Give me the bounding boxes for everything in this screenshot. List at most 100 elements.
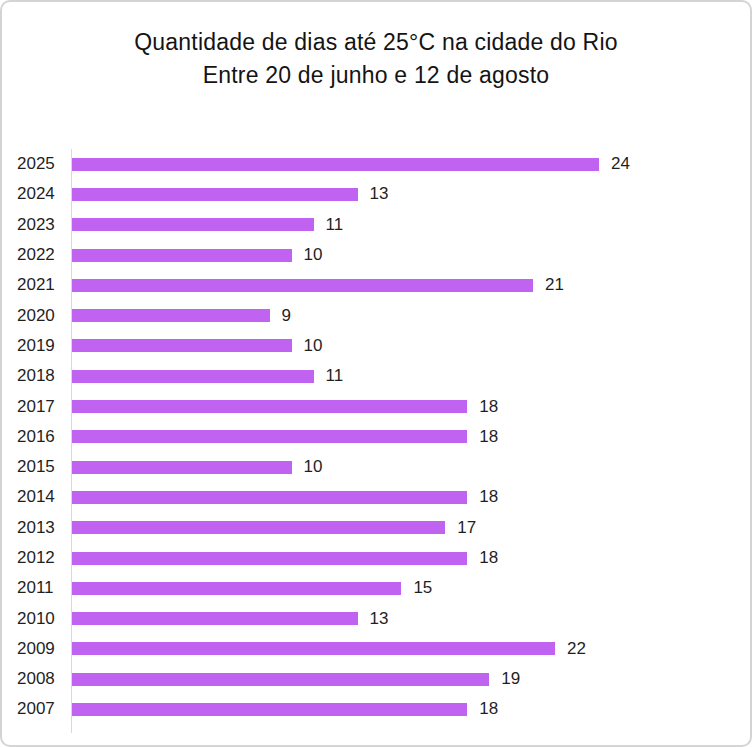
y-axis-label: 2010 bbox=[2, 609, 71, 629]
bar-track: 18 bbox=[71, 694, 750, 724]
bar-track: 21 bbox=[71, 270, 750, 300]
plot-area: 2025 24 2024 13 2023 11 2022 10 2021 21 2020 9 20191… bbox=[2, 149, 750, 733]
bar bbox=[72, 370, 314, 383]
data-label: 17 bbox=[457, 518, 476, 538]
y-axis-label: 2023 bbox=[2, 215, 71, 235]
bar-track: 18 bbox=[71, 391, 750, 421]
data-label: 24 bbox=[611, 154, 630, 174]
bar-track: 18 bbox=[71, 543, 750, 573]
y-axis-label: 2007 bbox=[2, 699, 71, 719]
bar-track: 10 bbox=[71, 240, 750, 270]
y-axis-label: 2011 bbox=[2, 578, 71, 598]
bar-row: 2017 18 bbox=[2, 391, 750, 421]
y-axis-label: 2017 bbox=[2, 397, 71, 417]
bar-track: 22 bbox=[71, 634, 750, 664]
bar bbox=[72, 703, 467, 716]
bar-row: 2020 9 bbox=[2, 300, 750, 330]
bar-row: 201910 bbox=[2, 331, 750, 361]
bar-track: 18 bbox=[71, 422, 750, 452]
bar-track: 13 bbox=[71, 603, 750, 633]
bar-row: 2023 11 bbox=[2, 210, 750, 240]
bar-track: 11 bbox=[71, 210, 750, 240]
y-axis-label: 2015 bbox=[2, 457, 71, 477]
bar-track: 15 bbox=[71, 573, 750, 603]
y-axis-label: 2016 bbox=[2, 427, 71, 447]
bar bbox=[72, 309, 270, 322]
bar-track: 18 bbox=[71, 482, 750, 512]
bar-row: 2018 11 bbox=[2, 361, 750, 391]
data-label: 18 bbox=[479, 397, 498, 417]
bar-row: 2024 13 bbox=[2, 179, 750, 209]
bar-row: 2016 18 bbox=[2, 422, 750, 452]
bar-row: 2008 19 bbox=[2, 664, 750, 694]
data-label: 11 bbox=[326, 215, 344, 235]
data-label: 13 bbox=[370, 609, 389, 629]
bar bbox=[72, 642, 555, 655]
bar-row: 2014 18 bbox=[2, 482, 750, 512]
y-axis-label: 2022 bbox=[2, 245, 71, 265]
y-axis-label: 2021 bbox=[2, 275, 71, 295]
y-axis-label: 2008 bbox=[2, 669, 71, 689]
bar-track: 13 bbox=[71, 179, 750, 209]
y-axis-label: 2013 bbox=[2, 518, 71, 538]
bar bbox=[72, 552, 467, 565]
bar-row: 200922 bbox=[2, 634, 750, 664]
bar bbox=[72, 218, 314, 231]
data-label: 18 bbox=[479, 699, 498, 719]
bar bbox=[72, 279, 533, 292]
bar bbox=[72, 339, 292, 352]
data-label: 15 bbox=[413, 578, 432, 598]
bar bbox=[72, 249, 292, 262]
chart-title-line1: Quantidade de dias até 25°C na cidade do… bbox=[2, 26, 750, 59]
bar-row: 2011 15 bbox=[2, 573, 750, 603]
data-label: 19 bbox=[501, 669, 520, 689]
data-label: 11 bbox=[326, 366, 344, 386]
bar bbox=[72, 491, 467, 504]
bar-row: 2025 24 bbox=[2, 149, 750, 179]
chart-screenshot: Quantidade de dias até 25°C na cidade do… bbox=[0, 0, 752, 747]
bar-row: 2015 10 bbox=[2, 452, 750, 482]
y-axis-label: 2024 bbox=[2, 184, 71, 204]
chart-title: Quantidade de dias até 25°C na cidade do… bbox=[2, 2, 750, 92]
bar-row: 2010 13 bbox=[2, 603, 750, 633]
bar-row: 2012 18 bbox=[2, 543, 750, 573]
data-label: 10 bbox=[304, 457, 323, 477]
bar bbox=[72, 582, 401, 595]
bar-row: 2022 10 bbox=[2, 240, 750, 270]
data-label: 18 bbox=[479, 487, 498, 507]
data-label: 13 bbox=[370, 184, 389, 204]
data-label: 10 bbox=[304, 336, 323, 356]
y-axis-label: 2009 bbox=[2, 639, 71, 659]
bar-track: 19 bbox=[71, 664, 750, 694]
bar-track: 10 bbox=[71, 452, 750, 482]
bar bbox=[72, 430, 467, 443]
data-label: 10 bbox=[304, 245, 323, 265]
y-axis-label: 2020 bbox=[2, 306, 71, 326]
bar-row: 2007 18 bbox=[2, 694, 750, 724]
y-axis-label: 2025 bbox=[2, 154, 71, 174]
bar-rows: 2025 24 2024 13 2023 11 2022 10 2021 21 2020 9 20191… bbox=[2, 149, 750, 725]
bar bbox=[72, 461, 292, 474]
data-label: 9 bbox=[282, 306, 291, 326]
bar-row: 2013 17 bbox=[2, 513, 750, 543]
bar-track: 24 bbox=[71, 149, 750, 179]
bar-row: 2021 21 bbox=[2, 270, 750, 300]
y-axis-line bbox=[71, 725, 73, 733]
chart-title-line2: Entre 20 de junho e 12 de agosto bbox=[2, 59, 750, 92]
data-label: 18 bbox=[479, 548, 498, 568]
y-axis-label: 2012 bbox=[2, 548, 71, 568]
bar bbox=[72, 612, 358, 625]
bar bbox=[72, 158, 599, 171]
bar bbox=[72, 521, 445, 534]
data-label: 21 bbox=[545, 275, 564, 295]
y-axis-label: 2014 bbox=[2, 487, 71, 507]
chart-frame: Quantidade de dias até 25°C na cidade do… bbox=[0, 0, 752, 747]
bar-track: 11 bbox=[71, 361, 750, 391]
bar-track: 17 bbox=[71, 513, 750, 543]
y-axis-label: 2018 bbox=[2, 366, 71, 386]
bar-track: 9 bbox=[71, 300, 750, 330]
bar bbox=[72, 188, 358, 201]
data-label: 18 bbox=[479, 427, 498, 447]
bar-track: 10 bbox=[71, 331, 750, 361]
bar bbox=[72, 400, 467, 413]
